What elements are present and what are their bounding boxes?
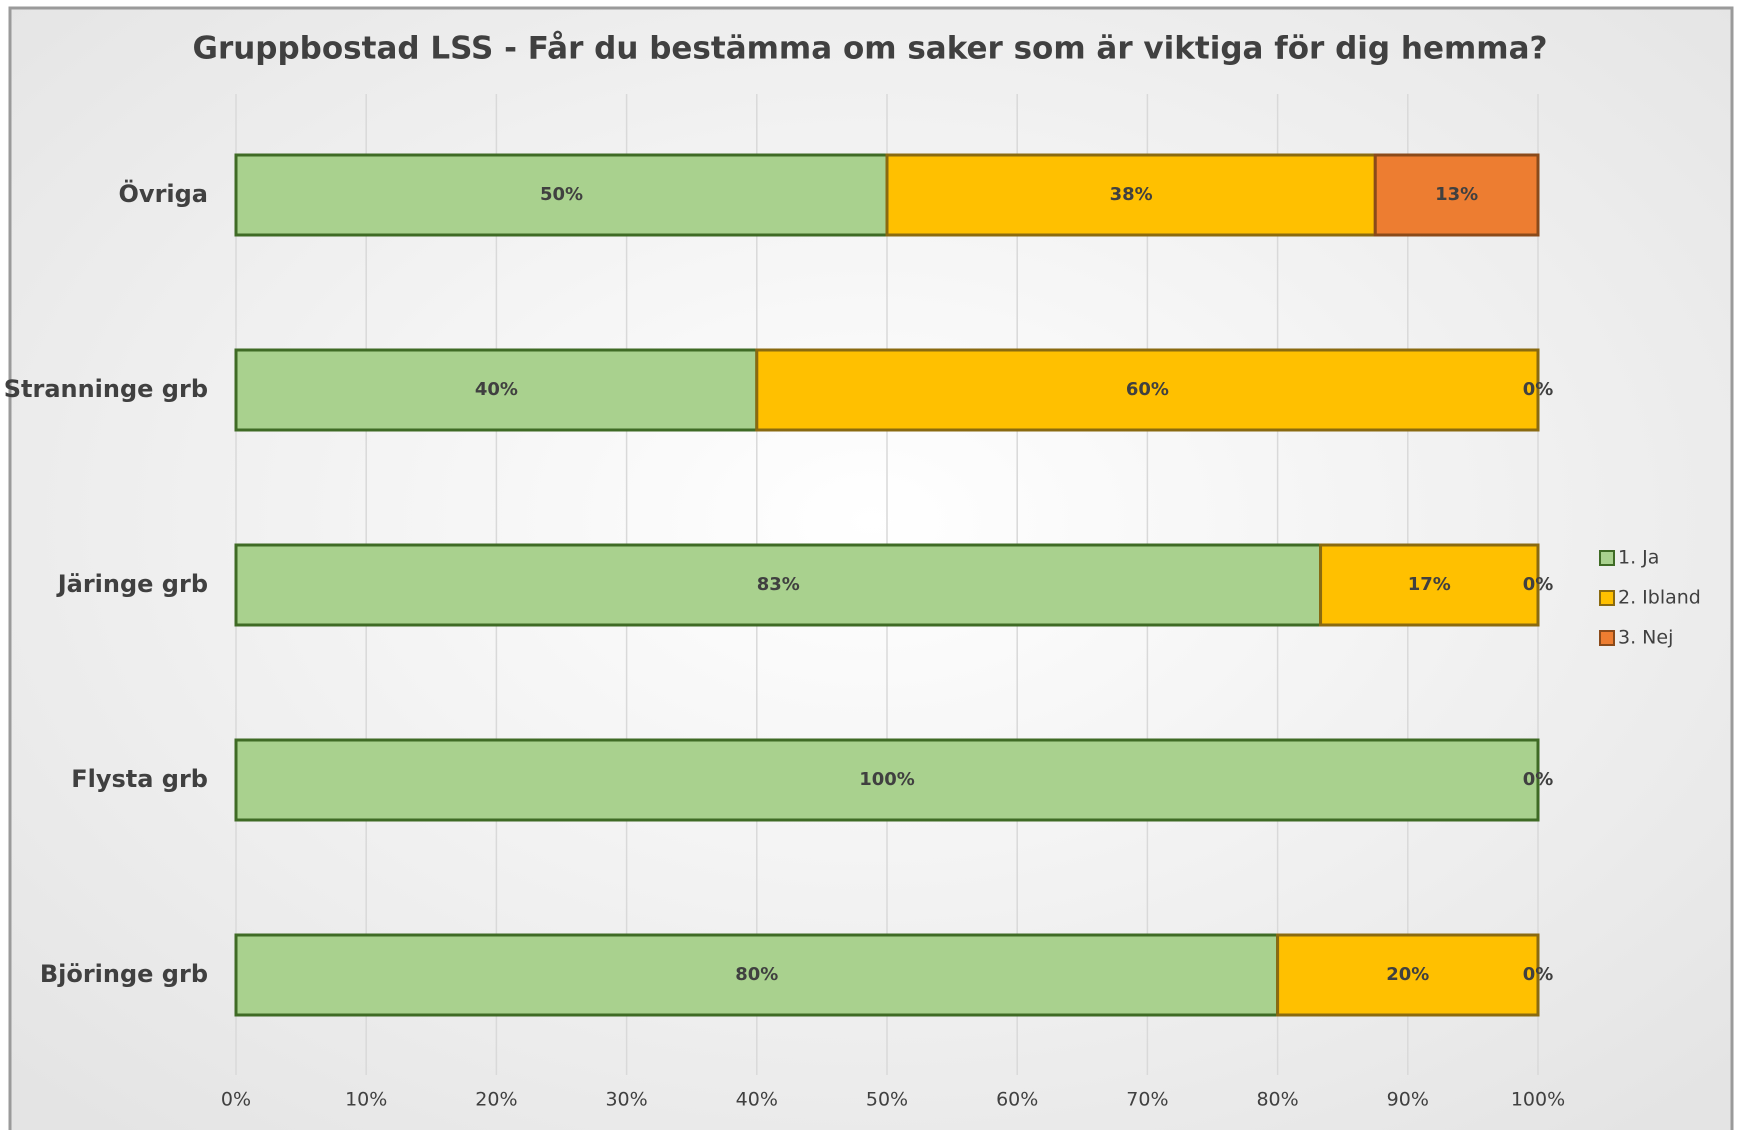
bar-segment xyxy=(1319,543,1540,627)
data-label: 0% xyxy=(1523,379,1554,400)
data-label: 83% xyxy=(757,574,800,595)
data-label: 100% xyxy=(859,769,915,790)
chart-title: Gruppbostad LSS - Får du bestämma om sak… xyxy=(193,31,1548,67)
legend-swatch xyxy=(1599,630,1615,646)
x-tick-label: 90% xyxy=(1387,1089,1429,1111)
x-tick-label: 50% xyxy=(866,1089,908,1111)
bar-segment xyxy=(234,933,1280,1017)
data-label: 0% xyxy=(1523,964,1554,985)
x-tick-label: 40% xyxy=(736,1089,778,1111)
legend-swatch xyxy=(1599,590,1615,606)
y-tick-label: Järinge grb xyxy=(56,570,208,598)
legend-label: 1. Ja xyxy=(1618,547,1659,569)
bar-segment xyxy=(1373,153,1540,237)
legend-label: 2. Ibland xyxy=(1618,587,1701,609)
y-tick-label: Flysta grb xyxy=(71,765,208,793)
x-tick-label: 60% xyxy=(996,1089,1038,1111)
data-label: 13% xyxy=(1435,184,1478,205)
x-tick-label: 10% xyxy=(345,1089,387,1111)
data-label: 0% xyxy=(1523,574,1554,595)
x-tick-label: 30% xyxy=(605,1089,647,1111)
x-tick-label: 0% xyxy=(221,1089,251,1111)
data-label: 80% xyxy=(735,964,778,985)
legend-swatch xyxy=(1599,550,1615,566)
bar-segment xyxy=(234,543,1323,627)
x-tick-label: 20% xyxy=(475,1089,517,1111)
bar-segment xyxy=(234,738,1540,822)
bar-segment xyxy=(1276,933,1540,1017)
bar-segment xyxy=(755,348,1540,432)
legend-label: 3. Nej xyxy=(1618,627,1673,649)
x-tick-label: 80% xyxy=(1256,1089,1298,1111)
bar-segment xyxy=(234,153,889,237)
data-label: 0% xyxy=(1523,769,1554,790)
bar-segment xyxy=(234,348,759,432)
x-tick-label: 100% xyxy=(1511,1089,1565,1111)
y-tick-label: Björinge grb xyxy=(40,960,208,988)
data-label: 38% xyxy=(1110,184,1153,205)
data-label: 20% xyxy=(1386,964,1429,985)
data-label: 60% xyxy=(1126,379,1169,400)
x-tick-label: 70% xyxy=(1126,1089,1168,1111)
y-tick-label: Övriga xyxy=(119,178,208,208)
y-tick-label: Stranninge grb xyxy=(4,375,208,403)
data-label: 50% xyxy=(540,184,583,205)
data-label: 40% xyxy=(475,379,518,400)
data-label: 17% xyxy=(1408,574,1451,595)
